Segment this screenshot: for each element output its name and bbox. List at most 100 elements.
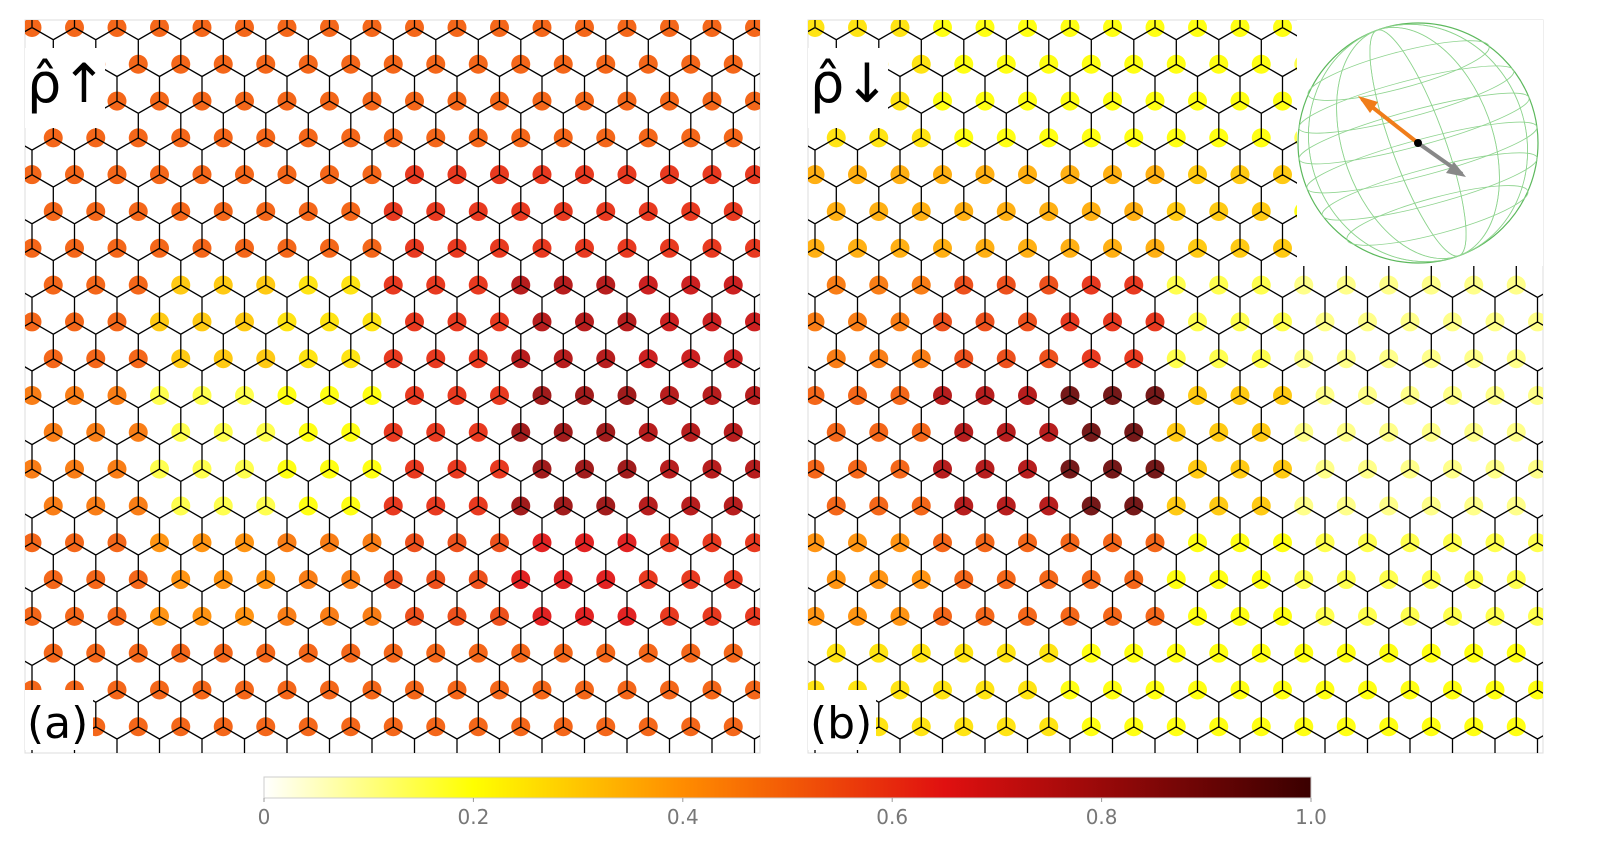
density-dot: [1528, 312, 1543, 332]
density-dot: [1422, 791, 1441, 810]
density-dot: [320, 754, 339, 773]
density-dot: [575, 20, 594, 37]
density-dot: [766, 423, 785, 442]
density-dot: [702, 20, 722, 37]
density-dot: [745, 91, 760, 111]
density-dot: [788, 460, 807, 479]
density-dot: [1379, 791, 1398, 810]
density-dot: [44, 791, 63, 810]
density-dot: [763, 460, 782, 479]
density-dot: [25, 606, 42, 626]
density-dot: [766, 570, 785, 589]
density-dot: [763, 533, 782, 552]
density-dot: [65, 754, 84, 773]
density-dot: [363, 754, 382, 773]
density-dot: [1, 55, 20, 74]
density-dot: [1, 423, 20, 442]
density-dot: [763, 165, 782, 184]
density-dot: [1571, 239, 1590, 258]
density-dot: [107, 20, 127, 37]
density-dot: [1, 276, 20, 295]
density-dot: [277, 20, 297, 37]
density-dot: [784, 570, 803, 589]
density-dot: [65, 20, 84, 37]
density-dot: [1273, 754, 1292, 773]
density-dot: [788, 239, 807, 258]
latitude: [1307, 40, 1490, 101]
density-dot: [362, 20, 382, 37]
density-dot: [1592, 128, 1600, 147]
density-dot: [490, 754, 509, 773]
density-dot: [1, 570, 20, 589]
density-dot: [150, 754, 169, 773]
density-dot: [745, 238, 760, 258]
density-dot: [1103, 20, 1122, 37]
density-dot: [1571, 18, 1590, 37]
density-dot: [660, 754, 679, 773]
density-dot: [532, 20, 552, 37]
density-dot: [766, 128, 785, 147]
density-dot: [1, 717, 20, 736]
density-dot: [1549, 202, 1568, 221]
density-dot: [848, 754, 867, 773]
panel-label: (a): [27, 698, 88, 749]
density-dot: [745, 606, 760, 626]
density-dot: [1103, 754, 1122, 773]
density-dot: [1571, 680, 1590, 699]
density-dot: [763, 239, 782, 258]
density-dot: [1231, 754, 1250, 773]
density-dot: [1592, 423, 1600, 442]
density-dot: [784, 128, 803, 147]
density-dot: [808, 606, 825, 626]
density-dot: [1060, 20, 1080, 37]
density-dot: [1528, 680, 1543, 700]
density-dot: [1549, 55, 1568, 74]
density-dot: [1528, 459, 1543, 479]
honeycomb: [25, 20, 760, 753]
density-dot: [1592, 202, 1600, 221]
density-dot: [1358, 754, 1377, 773]
density-dot: [490, 20, 509, 37]
density-dot: [766, 717, 785, 736]
colorbar-tick-label: 0.4: [667, 805, 699, 829]
density-dot: [1401, 754, 1420, 773]
density-dot: [1592, 717, 1600, 736]
density-dot: [745, 312, 760, 332]
density-dot: [763, 92, 782, 111]
density-dot: [1571, 754, 1590, 773]
density-dot: [766, 55, 785, 74]
density-dot: [1549, 570, 1568, 589]
density-dot: [788, 533, 807, 552]
density-dot: [784, 202, 803, 221]
latitude: [1298, 65, 1515, 134]
density-dot: [1145, 20, 1165, 37]
density-dot: [806, 754, 825, 773]
bloch-sphere: [1297, 20, 1543, 266]
density-dot: [1549, 423, 1568, 442]
density-dot: [766, 496, 785, 515]
density-dot: [1273, 20, 1292, 37]
density-dot: [788, 18, 807, 37]
density-dot: [1337, 791, 1356, 810]
density-dot: [745, 680, 760, 700]
density-dot: [1443, 754, 1462, 773]
density-dot: [784, 644, 803, 663]
density-dot: [745, 386, 760, 406]
density-dot: [766, 644, 785, 663]
arrow-head: [1446, 162, 1466, 177]
density-dot: [1571, 533, 1590, 552]
density-dot: [788, 312, 807, 331]
density-dot: [618, 754, 637, 773]
density-dot: [763, 607, 782, 626]
density-dot: [788, 386, 807, 405]
density-dot: [975, 20, 995, 37]
lattice: [1, 18, 807, 810]
density-dot: [1528, 533, 1543, 553]
density-dot: [171, 791, 190, 810]
density-dot: [1571, 92, 1590, 111]
colorbar-tick-label: 0.6: [876, 805, 908, 829]
density-dot: [784, 423, 803, 442]
density-dot: [703, 754, 722, 773]
density-dot: [1316, 754, 1335, 773]
